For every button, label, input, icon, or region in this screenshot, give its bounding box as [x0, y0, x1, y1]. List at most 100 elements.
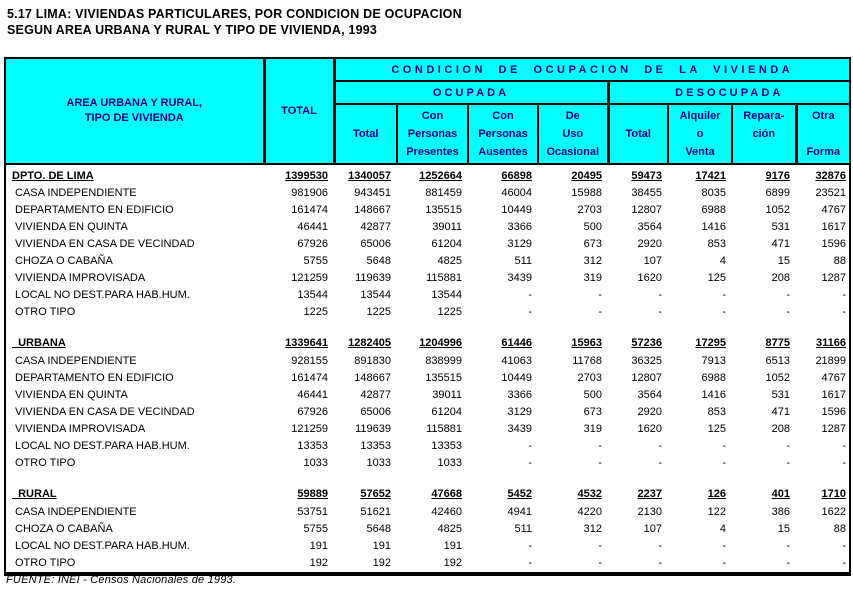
row-label: LOCAL NO DEST.PARA HAB.HUM.: [15, 540, 190, 552]
spacer-row: [5, 472, 850, 485]
cell-value: 191: [372, 540, 391, 552]
spacer-row: [5, 321, 850, 334]
row-label: CASA INDEPENDIENTE: [15, 355, 137, 367]
header-condicion-de-ocupacion: CONDICION DE OCUPACION DE LA VIVIENDA: [332, 57, 852, 82]
cell-value: 11768: [572, 355, 602, 367]
cell-value: 65006: [360, 238, 391, 250]
cell-value: 319: [583, 272, 602, 284]
cell-value: 7913: [701, 355, 726, 367]
row-label: VIVIENDA IMPROVISADA: [15, 272, 146, 284]
cell-value: -: [528, 306, 532, 318]
cell-value: 10449: [501, 372, 532, 384]
cell-value: 39011: [432, 389, 462, 401]
cell-value: 6988: [701, 372, 726, 384]
cell-value: -: [842, 540, 847, 552]
cell-value: -: [528, 457, 532, 469]
cell-value: 6988: [701, 204, 726, 216]
row-label: VIVIENDA EN QUINTA: [15, 389, 128, 401]
section-total-value: 126: [707, 488, 726, 500]
cell-value: 3366: [507, 221, 532, 233]
cell-value: -: [598, 540, 602, 552]
cell-value: -: [528, 557, 532, 569]
cell-value: 1617: [821, 221, 847, 233]
cell-value: 15988: [571, 187, 602, 199]
cell-value: 88: [833, 255, 847, 267]
table-body: DPTO. DE LIMA 1399530 1340057 1252664 66898 2…: [5, 164, 850, 574]
cell-value: 13353: [431, 440, 462, 452]
cell-value: 125: [707, 423, 726, 435]
cell-value: 2703: [577, 372, 602, 384]
cell-value: -: [598, 457, 602, 469]
cell-value: 41063: [501, 355, 532, 367]
cell-value: 511: [514, 255, 532, 267]
table-row: CASA INDEPENDIENTE 928155 891830 838999 4106…: [5, 353, 850, 370]
header-area-urbana-rural: AREA URBANA Y RURAL, TIPO DE VIVIENDA: [4, 57, 266, 165]
cell-value: 208: [771, 423, 790, 435]
cell-value: 4767: [821, 204, 847, 216]
header-col-ocupada-total: Total: [333, 103, 398, 165]
cell-value: 531: [771, 221, 790, 233]
cell-value: 6513: [765, 355, 790, 367]
table-row: CHOZA O CABAÑA 5755 5648 4825 511 312 107 4 15 88: [5, 521, 850, 538]
table-row: VIVIENDA EN QUINTA 46441 42877 39011 3366 500…: [5, 219, 850, 236]
cell-value: 1033: [437, 457, 462, 469]
cell-value: 4: [719, 523, 726, 535]
cell-value: 943451: [354, 187, 391, 199]
cell-value: 2920: [637, 238, 662, 250]
cell-value: 891830: [354, 355, 391, 367]
section-total-value: 17421: [695, 170, 726, 182]
cell-value: -: [658, 557, 662, 569]
cell-value: 8035: [701, 187, 726, 199]
header-col-desocupada-total: Total: [606, 103, 669, 165]
cell-value: 3564: [637, 389, 662, 401]
cell-value: 13353: [297, 440, 328, 452]
section-name: DPTO. DE LIMA: [12, 170, 94, 182]
section-total-value: 47668: [431, 488, 462, 500]
cell-value: 13544: [297, 289, 328, 301]
cell-value: 15: [777, 523, 790, 535]
section-total-value: 59473: [631, 170, 662, 182]
section-total-value: 61446: [501, 337, 532, 349]
cell-value: -: [658, 457, 662, 469]
section-total-value: 20495: [571, 170, 602, 182]
cell-value: -: [598, 306, 602, 318]
header-col-con-personas-ausentes: Con Personas Ausentes: [467, 103, 539, 165]
cell-value: 15: [777, 255, 790, 267]
cell-value: 319: [583, 423, 602, 435]
cell-value: 61204: [431, 238, 462, 250]
row-label: CHOZA O CABAÑA: [15, 523, 113, 535]
row-label: LOCAL NO DEST.PARA HAB.HUM.: [15, 440, 190, 452]
statistics-table: AREA URBANA Y RURAL, TIPO DE VIVIENDA TO…: [4, 57, 852, 576]
cell-value: 115881: [426, 423, 462, 435]
row-label: DEPARTAMENTO EN EDIFICIO: [15, 204, 174, 216]
section-name: URBANA: [12, 337, 66, 349]
cell-value: 13353: [360, 440, 391, 452]
section-total-value: 66898: [501, 170, 532, 182]
cell-value: -: [722, 457, 726, 469]
cell-value: 38455: [631, 187, 662, 199]
section-total-value: 57652: [360, 488, 391, 500]
header-col-reparacion: Repara- ción: [731, 103, 797, 165]
cell-value: 673: [583, 406, 602, 418]
cell-value: 51621: [360, 506, 391, 518]
section-total-value: 5452: [507, 488, 532, 500]
cell-value: 191: [309, 540, 328, 552]
cell-value: 1225: [437, 306, 462, 318]
cell-value: 107: [643, 255, 662, 267]
section-total-value: 1340057: [348, 170, 391, 182]
cell-value: -: [528, 440, 532, 452]
cell-value: 21899: [815, 355, 847, 367]
section-total-row: RURAL 59889 57652 47668 5452 4532 2237 126 401 17…: [5, 485, 850, 504]
cell-value: 121259: [291, 423, 328, 435]
cell-value: 1617: [821, 389, 847, 401]
section-total-value: 1399530: [285, 170, 328, 182]
cell-value: -: [722, 557, 726, 569]
cell-value: 119639: [355, 423, 391, 435]
section-total-value: 1252664: [419, 170, 462, 182]
cell-value: 5648: [366, 523, 391, 535]
table-row: LOCAL NO DEST.PARA HAB.HUM. 191 191 191 - - - -…: [5, 538, 850, 555]
row-label: VIVIENDA EN QUINTA: [15, 221, 128, 233]
cell-value: -: [786, 540, 790, 552]
cell-value: 471: [771, 238, 790, 250]
cell-value: 13544: [431, 289, 462, 301]
